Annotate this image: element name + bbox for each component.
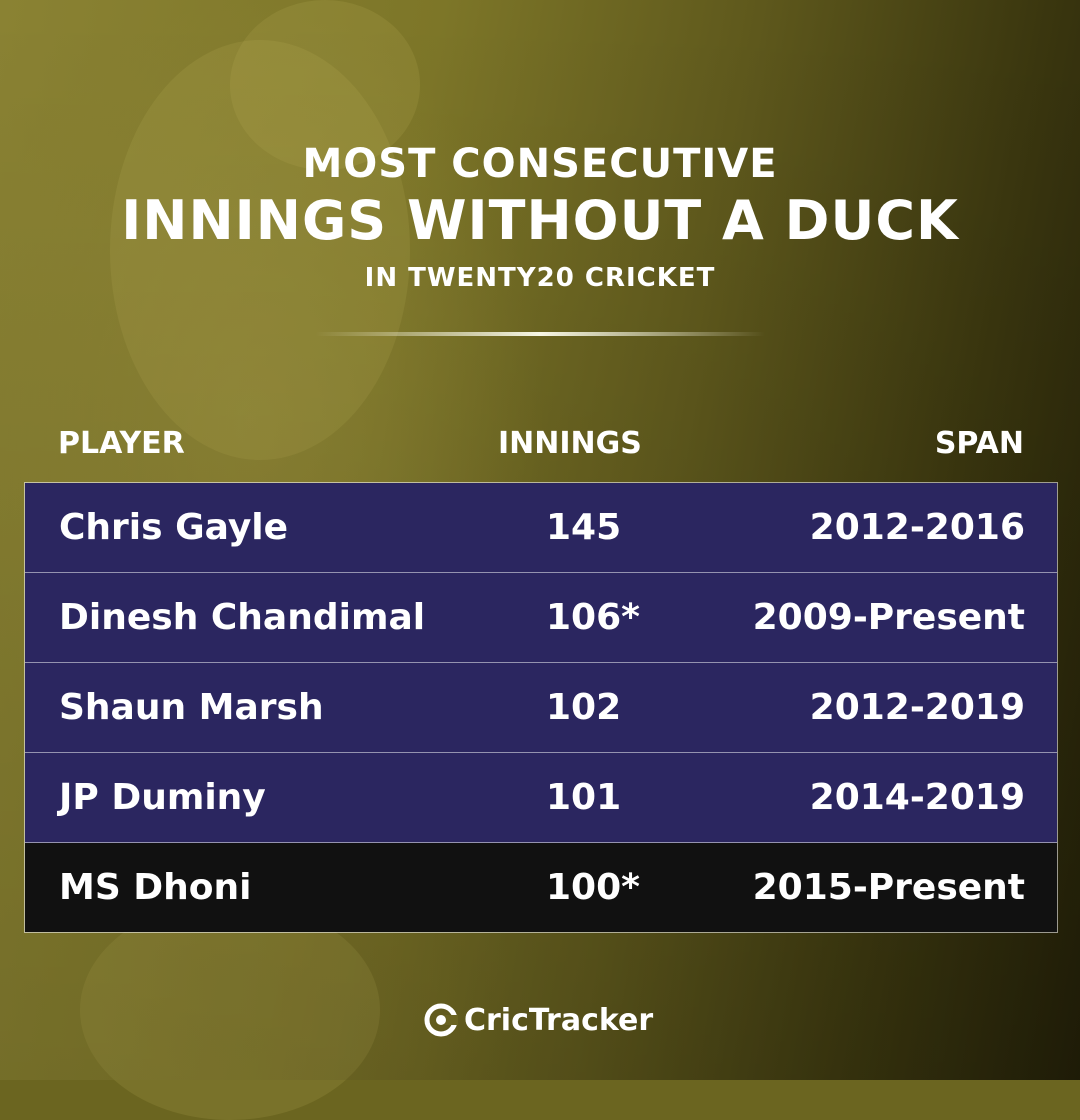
header-player: PLAYER [58,426,185,461]
header-innings: INNINGS [498,426,642,461]
stats-table: Chris Gayle 145 2012-2016 Dinesh Chandim… [24,482,1058,933]
title-line-2: INNINGS WITHOUT A DUCK [121,189,959,252]
career-span: 2014-2019 [809,777,1025,818]
table-header: PLAYER INNINGS SPAN [24,420,1056,470]
innings-count: 101 [546,777,622,818]
title-line-1: MOST CONSECUTIVE [302,141,778,187]
crictracker-logo: CricTracker [424,996,653,1044]
player-name: MS Dhoni [59,867,252,908]
table-row: JP Duminy 101 2014-2019 [25,753,1057,843]
player-name: JP Duminy [59,777,266,818]
career-span: 2015-Present [752,867,1025,908]
title-line-3: IN TWENTY20 CRICKET [364,263,716,293]
innings-count: 102 [546,687,622,728]
title-divider [315,332,765,336]
background-player-helmet [230,0,420,170]
innings-count: 145 [546,507,622,548]
table-row: Chris Gayle 145 2012-2016 [25,483,1057,573]
innings-count: 106* [546,597,640,638]
table-row: Dinesh Chandimal 106* 2009-Present [25,573,1057,663]
table-row: MS Dhoni 100* 2015-Present [25,843,1057,932]
header-span: SPAN [934,426,1024,461]
player-name: Shaun Marsh [59,687,324,728]
title-block: MOST CONSECUTIVE INNINGS WITHOUT A DUCK … [0,140,1080,298]
player-name: Chris Gayle [59,507,289,548]
innings-count: 100* [546,867,640,908]
career-span: 2009-Present [752,597,1025,638]
player-name: Dinesh Chandimal [59,597,426,638]
career-span: 2012-2016 [809,507,1025,548]
background-player-figure [110,40,410,460]
career-span: 2012-2019 [809,687,1025,728]
crictracker-logo-icon [424,1003,458,1037]
brand-name: CricTracker [464,1002,654,1038]
table-row: Shaun Marsh 102 2012-2019 [25,663,1057,753]
